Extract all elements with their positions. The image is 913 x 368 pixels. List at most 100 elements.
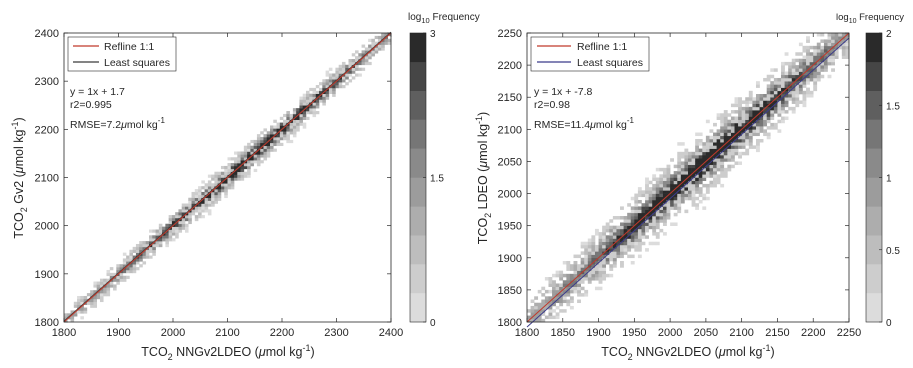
heatmap-bin: [289, 131, 294, 135]
heatmap-bin: [662, 177, 667, 182]
heatmap-bin: [116, 275, 120, 279]
heatmap-bin: [184, 217, 189, 222]
heatmap-bin: [113, 287, 117, 291]
heatmap-bin: [806, 90, 810, 95]
heatmap-bin: [116, 278, 120, 282]
heatmap-bin: [377, 47, 382, 51]
heatmap-bin: [727, 148, 732, 153]
heatmap-bin: [709, 183, 714, 188]
heatmap-bin: [705, 164, 710, 169]
x-ticks: 1800 1850 1900 1950 2000 2050 2100 2150 2200 2250: [515, 33, 861, 339]
heatmap-bin: [841, 55, 846, 59]
heatmap-bin: [292, 108, 297, 112]
heatmap-bin: [584, 289, 589, 294]
heatmap-bin: [802, 61, 807, 66]
heatmap-bin: [341, 76, 346, 80]
heatmap-bin: [727, 126, 732, 130]
heatmap-bin: [702, 158, 707, 162]
heatmap-bin: [634, 206, 639, 210]
heatmap-bin: [684, 167, 689, 172]
heatmap-bin: [806, 55, 810, 59]
heatmap-bin: [816, 65, 821, 69]
heatmap-bin: [673, 212, 678, 217]
heatmap-bin: [781, 71, 785, 76]
heatmap-bin: [695, 177, 700, 182]
colorbar-tick-label: 1.5: [886, 101, 900, 112]
heatmap-bin: [748, 90, 753, 95]
heatmap-bin: [723, 129, 728, 133]
heatmap-bin: [77, 304, 81, 308]
heatmap-bin: [207, 174, 212, 178]
heatmap-bin: [188, 215, 192, 219]
colorbar-cell: [866, 264, 882, 294]
heatmap-bin: [766, 106, 771, 111]
heatmap-bin: [230, 168, 235, 173]
heatmap-bin: [698, 190, 703, 194]
heatmap-bin: [580, 286, 585, 291]
x-tick-label: 2300: [324, 327, 348, 339]
heatmap-bin: [791, 74, 796, 79]
heatmap-bin: [634, 203, 639, 207]
heatmap-bin: [670, 206, 674, 210]
heatmap-bin: [171, 215, 176, 219]
heatmap-bin: [211, 183, 215, 187]
colorbar-cell: [410, 33, 426, 63]
heatmap-bin: [684, 209, 689, 214]
heatmap-bin: [129, 249, 133, 253]
heatmap-bin: [609, 225, 614, 230]
heatmap-bin: [598, 264, 603, 268]
heatmap-bin: [149, 235, 153, 239]
heatmap-bin: [816, 68, 821, 72]
heatmap-bin: [655, 212, 660, 217]
heatmap-bin: [791, 58, 796, 63]
heatmap-bin: [214, 183, 218, 187]
heatmap-bin: [175, 229, 179, 233]
heatmap-bin: [759, 126, 764, 130]
heatmap-bin: [827, 55, 832, 59]
heatmap-bin: [766, 97, 771, 101]
heatmap-bin: [648, 219, 653, 223]
heatmap-bin: [224, 180, 228, 184]
heatmap-bin: [113, 284, 117, 288]
heatmap-bin: [745, 132, 750, 137]
y-tick-label: 2000: [35, 221, 59, 233]
heatmap-bin: [609, 228, 614, 233]
heatmap-bin: [270, 145, 274, 149]
heatmap-bin: [201, 203, 205, 207]
heatmap-bin: [286, 139, 290, 144]
heatmap-bin: [145, 243, 150, 248]
heatmap-bin: [341, 61, 346, 66]
y-axis-label: TCO2 Gv2 (μmol kg-1): [10, 117, 29, 238]
heatmap-bin: [181, 212, 186, 216]
heatmap-bin: [745, 126, 750, 130]
y-tick-label: 1950: [498, 221, 522, 233]
heatmap-bin: [620, 264, 624, 268]
heatmap-bin: [207, 203, 212, 207]
heatmap-bin: [580, 260, 585, 265]
heatmap-bin: [374, 47, 379, 51]
heatmap-bin: [702, 171, 707, 175]
heatmap-bin: [286, 131, 290, 135]
heatmap-bin: [93, 295, 97, 300]
heatmap-bin: [211, 191, 215, 196]
heatmap-bin: [755, 94, 760, 98]
heatmap-bin: [777, 97, 782, 101]
heatmap-bin: [64, 316, 68, 320]
heatmap-bin: [752, 113, 757, 117]
heatmap-bin: [695, 158, 700, 162]
heatmap-bin: [377, 35, 382, 40]
colorbar-cell: [866, 90, 882, 120]
heatmap-bin: [702, 164, 707, 169]
heatmap-bin: [766, 100, 771, 104]
heatmap-bin: [256, 142, 261, 147]
heatmap-bin: [152, 246, 156, 251]
heatmap-bin: [716, 155, 721, 159]
heatmap-bin: [283, 131, 287, 135]
heatmap-bin: [695, 196, 700, 201]
heatmap-bin: [795, 97, 800, 101]
heatmap-bin: [723, 116, 728, 120]
heatmap-bin: [283, 128, 287, 132]
heatmap-bin: [652, 209, 657, 214]
heatmap-bin: [605, 254, 610, 259]
heatmap-bin: [569, 289, 574, 294]
